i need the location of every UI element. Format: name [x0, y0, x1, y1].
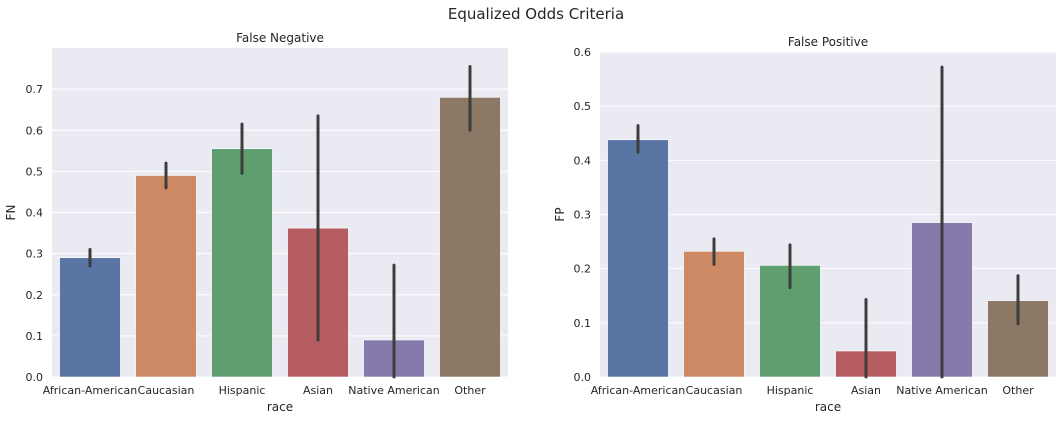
chart-panel-fp: 0.0 0.1 0.2 0.3 0.4 0.5 0.6 African-American Cau…	[553, 35, 1056, 414]
x-tick-label: African-American	[43, 384, 137, 397]
chart-title: False Negative	[236, 31, 324, 45]
y-tick-label: 0.5	[26, 165, 44, 178]
x-tick-label: Native American	[348, 384, 439, 397]
y-tick-label: 0.0	[574, 371, 592, 384]
y-tick-label: 0.3	[26, 248, 44, 261]
y-tick-label: 0.1	[26, 330, 44, 343]
y-tick-label: 0.2	[26, 289, 44, 302]
x-tick-label: Hispanic	[219, 384, 266, 397]
bar-caucasian	[683, 251, 745, 378]
y-axis-label: FN	[4, 205, 18, 221]
y-tick-label: 0.2	[574, 263, 592, 276]
x-tick-label: Hispanic	[767, 384, 814, 397]
x-tick-label: African-American	[591, 384, 685, 397]
x-axis-label: race	[815, 400, 841, 414]
y-tick-label: 0.0	[26, 371, 44, 384]
y-tick-label: 0.7	[26, 83, 44, 96]
x-tick-label: Caucasian	[686, 384, 743, 397]
bar-other	[439, 97, 501, 378]
bar-african-american	[59, 257, 121, 378]
y-tick-label: 0.4	[26, 207, 44, 220]
x-tick-label: Caucasian	[138, 384, 195, 397]
y-tick-label: 0.5	[574, 100, 592, 113]
x-tick-label: Asian	[303, 384, 333, 397]
y-tick-label: 0.3	[574, 209, 592, 222]
x-tick-label: Asian	[851, 384, 881, 397]
chart-panel-fn: 0.0 0.1 0.2 0.3 0.4 0.5 0.6 0.7 African-American…	[4, 31, 508, 414]
bar-african-american	[607, 139, 669, 378]
y-tick-label: 0.1	[574, 317, 592, 330]
bar-hispanic	[211, 148, 273, 378]
figure-suptitle: Equalized Odds Criteria	[448, 5, 624, 23]
chart-title: False Positive	[788, 35, 868, 49]
x-tick-label: Other	[1002, 384, 1034, 397]
x-tick-label: Other	[454, 384, 486, 397]
y-tick-label: 0.6	[574, 46, 592, 59]
y-tick-label: 0.6	[26, 124, 44, 137]
x-tick-label: Native American	[896, 384, 987, 397]
bar-caucasian	[135, 175, 197, 378]
y-tick-label: 0.4	[574, 154, 592, 167]
x-axis-label: race	[267, 400, 293, 414]
y-axis-label: FP	[553, 207, 567, 221]
